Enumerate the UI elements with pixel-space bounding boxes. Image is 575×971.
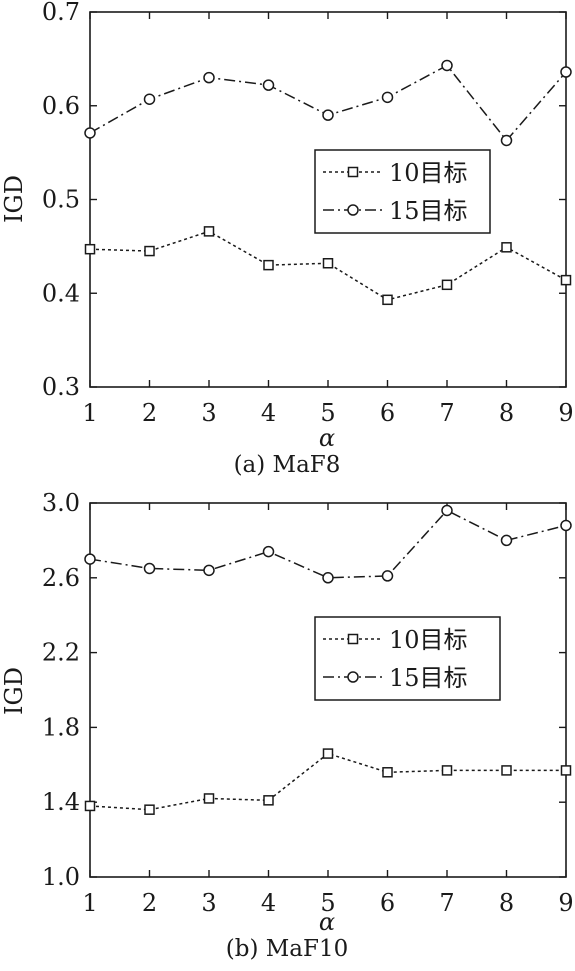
legend-label: 10目标 — [389, 159, 468, 187]
legend-marker — [347, 633, 359, 645]
data-point-2 — [322, 109, 334, 121]
chart-panel-maf8: 0.3 0.4 0.5 0.6 0.7 1 2 3 4 5 6 7 8 9 α IGD (a) MaF8 10目标… — [0, 0, 574, 478]
data-point-1 — [203, 226, 215, 237]
x-tick-label: 7 — [439, 889, 454, 917]
data-point-2 — [84, 553, 96, 565]
legend-label: 10目标 — [389, 626, 468, 654]
data-point-1 — [144, 804, 155, 815]
y-tick-label: 0.6 — [42, 92, 80, 120]
series-line-2 — [89, 509, 567, 579]
data-point-1 — [84, 243, 96, 255]
legend-marker — [347, 671, 359, 683]
x-tick-label: 9 — [558, 889, 573, 917]
legend-label: 15目标 — [389, 197, 468, 225]
series-line-1 — [89, 230, 567, 301]
data-point-1 — [501, 242, 512, 253]
x-tick-label: 1 — [82, 889, 97, 917]
figure-caption: (a) MaF8 — [234, 452, 341, 478]
y-tick-label: 2.2 — [42, 639, 80, 667]
data-point-2 — [262, 79, 275, 91]
data-point-1 — [441, 765, 453, 776]
data-point-1 — [501, 765, 512, 776]
data-point-2 — [500, 134, 513, 147]
legend-label: 15目标 — [389, 664, 468, 692]
x-tick-label: 8 — [499, 889, 514, 917]
data-point-2 — [143, 562, 156, 575]
x-tick-label: 5 — [320, 399, 335, 427]
data-point-1 — [322, 258, 334, 269]
data-point-1 — [560, 765, 572, 776]
data-point-1 — [203, 793, 215, 804]
data-point-2 — [500, 534, 513, 547]
data-point-2 — [262, 545, 275, 558]
data-point-1 — [560, 274, 572, 286]
legend-marker — [347, 204, 359, 216]
data-point-2 — [560, 66, 572, 78]
data-point-1 — [441, 279, 453, 291]
data-point-2 — [84, 127, 96, 139]
y-tick-label: 1.0 — [42, 863, 80, 891]
series-line-2 — [89, 64, 567, 142]
y-tick-label: 2.6 — [42, 564, 80, 592]
x-tick-label: 4 — [261, 889, 276, 917]
x-tick-label: 5 — [320, 889, 335, 917]
data-point-2 — [143, 93, 156, 105]
data-point-1 — [322, 748, 334, 759]
chart-panel-maf10: 1.0 1.4 1.8 2.2 2.6 3.0 1 2 3 4 5 6 7 8 9 α IGD (b) MaF10… — [0, 489, 574, 962]
x-axis-label: α — [319, 424, 335, 452]
x-tick-label: 6 — [380, 889, 395, 917]
data-point-1 — [144, 245, 155, 257]
x-axis-label: α — [319, 908, 335, 936]
data-point-2 — [322, 572, 334, 584]
y-tick-label: 1.4 — [42, 788, 80, 816]
x-tick-label: 8 — [499, 399, 514, 427]
series-line-1 — [89, 752, 566, 811]
figure-caption: (b) MaF10 — [226, 936, 348, 962]
y-tick-label: 0.7 — [42, 0, 80, 26]
data-point-2 — [203, 71, 215, 84]
data-point-2 — [560, 519, 572, 532]
y-tick-label: 3.0 — [42, 489, 80, 517]
x-tick-label: 1 — [82, 399, 97, 427]
data-point-1 — [84, 800, 96, 812]
data-point-2 — [203, 564, 215, 577]
x-tick-label: 9 — [558, 399, 573, 427]
y-tick-label: 0.4 — [42, 279, 80, 307]
legend-box — [314, 616, 501, 701]
x-tick-label: 2 — [142, 399, 157, 427]
x-tick-label: 4 — [261, 399, 276, 427]
data-point-2 — [381, 91, 394, 104]
data-point-1 — [263, 795, 274, 806]
y-tick-label: 1.8 — [42, 713, 80, 741]
data-point-2 — [441, 504, 453, 517]
data-point-2 — [441, 59, 453, 72]
y-tick-label: 0.3 — [42, 373, 80, 401]
legend-marker — [347, 166, 359, 178]
x-tick-label: 6 — [380, 399, 395, 427]
y-tick-label: 0.5 — [42, 186, 80, 214]
x-tick-label: 7 — [439, 399, 454, 427]
data-point-1 — [382, 294, 393, 306]
x-tick-label: 2 — [142, 889, 157, 917]
legend-box — [314, 149, 491, 234]
y-axis-label: IGD — [0, 667, 28, 715]
data-point-1 — [263, 259, 274, 271]
y-axis-label: IGD — [0, 175, 28, 223]
x-tick-label: 3 — [201, 399, 216, 427]
data-point-2 — [381, 570, 394, 582]
data-point-1 — [382, 767, 393, 778]
x-tick-label: 3 — [201, 889, 216, 917]
